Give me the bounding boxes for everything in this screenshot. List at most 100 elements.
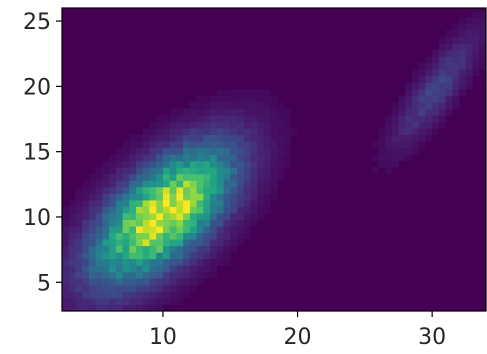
heatmap-cell <box>230 88 238 96</box>
heatmap-cell <box>230 154 238 162</box>
heatmap-cell <box>149 193 157 201</box>
heatmap-cell <box>210 108 218 116</box>
heatmap-cell <box>425 134 433 142</box>
heatmap-cell <box>189 265 197 273</box>
heatmap-cell <box>75 232 83 240</box>
heatmap-cell <box>216 102 224 109</box>
heatmap-cell <box>263 206 272 214</box>
heatmap-cell <box>432 75 440 83</box>
heatmap-cell <box>183 128 191 136</box>
heatmap-cell <box>183 271 191 279</box>
heatmap-cell <box>250 213 258 220</box>
heatmap-cell <box>452 88 460 96</box>
heatmap-cell <box>183 141 191 149</box>
heatmap-cell <box>68 271 76 279</box>
heatmap-cell <box>68 206 76 214</box>
heatmap-cell <box>82 271 90 279</box>
heatmap-cell <box>418 88 426 96</box>
heatmap-cell <box>156 219 164 227</box>
heatmap-cell <box>243 186 251 194</box>
heatmap-cell <box>68 258 76 266</box>
heatmap-cell <box>243 134 251 142</box>
heatmap-cell <box>472 30 480 38</box>
heatmap-cell <box>216 88 224 96</box>
heatmap-cell <box>196 180 204 188</box>
heatmap-cell <box>122 239 130 247</box>
heatmap-cell <box>156 239 164 247</box>
heatmap-cell <box>257 199 265 207</box>
heatmap-cell <box>236 141 245 149</box>
heatmap-cell <box>196 226 204 234</box>
heatmap-cell <box>385 141 393 149</box>
heatmap-cell <box>277 108 285 116</box>
heatmap-cell <box>183 115 191 123</box>
heatmap-cell <box>263 134 272 142</box>
heatmap-cell <box>129 180 137 188</box>
heatmap-cell <box>223 258 231 266</box>
heatmap-cell <box>115 278 123 286</box>
heatmap-cell <box>452 56 460 64</box>
heatmap-cell <box>223 219 231 227</box>
heatmap-cell <box>162 213 171 220</box>
heatmap-cell <box>270 154 278 162</box>
heatmap-cell <box>162 206 171 214</box>
heatmap-cell <box>391 154 399 162</box>
heatmap-cell <box>149 206 157 214</box>
x-tick-label: 30 <box>418 325 446 350</box>
heatmap-cell <box>216 108 224 116</box>
heatmap-cell <box>115 291 123 299</box>
y-tick-label: 10 <box>23 206 51 231</box>
heatmap-cell <box>189 199 197 207</box>
heatmap-cell <box>122 206 130 214</box>
heatmap-cell <box>169 121 177 129</box>
heatmap-cell <box>183 278 191 286</box>
heatmap-cell <box>142 297 150 305</box>
heatmap-cell <box>68 291 76 299</box>
heatmap-cell <box>465 36 473 44</box>
heatmap-cell <box>277 128 285 136</box>
heatmap-cell <box>136 291 144 299</box>
heatmap-cell <box>210 226 218 234</box>
heatmap-cell <box>109 278 117 286</box>
heatmap-cell <box>122 199 130 207</box>
heatmap-cell <box>156 186 164 194</box>
heatmap-cell <box>472 36 480 44</box>
heatmap-cell <box>88 193 97 201</box>
heatmap-cell <box>243 193 251 201</box>
heatmap-cell <box>459 49 467 57</box>
heatmap-cell <box>438 82 447 90</box>
heatmap-cell <box>203 154 211 162</box>
heatmap-cell <box>68 304 76 312</box>
heatmap-cell <box>425 102 433 109</box>
heatmap-cell <box>216 252 224 260</box>
heatmap-cell <box>183 291 191 299</box>
heatmap-cell <box>189 186 197 194</box>
heatmap-cell <box>122 245 130 253</box>
heatmap-cell <box>142 284 150 292</box>
heatmap-cell <box>109 304 117 312</box>
heatmap-cell <box>263 121 272 129</box>
heatmap-cell <box>230 186 238 194</box>
heatmap-cell <box>82 297 90 305</box>
heatmap-cell <box>196 121 204 129</box>
heatmap-cell <box>102 213 110 220</box>
heatmap-cell <box>162 199 171 207</box>
heatmap-cell <box>82 284 90 292</box>
heatmap-cell <box>75 297 83 305</box>
heatmap-cell <box>176 219 184 227</box>
heatmap-cell <box>176 206 184 214</box>
heatmap-cell <box>115 297 123 305</box>
heatmap-cell <box>156 226 164 234</box>
heatmap-cell <box>88 278 97 286</box>
heatmap-cell <box>169 147 177 155</box>
heatmap-cell <box>122 232 130 240</box>
heatmap-cell <box>411 141 420 149</box>
heatmap-cell <box>169 265 177 273</box>
heatmap-cell <box>216 213 224 220</box>
heatmap-cell <box>95 213 103 220</box>
heatmap-cell <box>203 239 211 247</box>
heatmap-cell <box>176 167 184 175</box>
heatmap-cell <box>210 186 218 194</box>
heatmap-cell <box>223 206 231 214</box>
heatmap-cell <box>378 154 386 162</box>
